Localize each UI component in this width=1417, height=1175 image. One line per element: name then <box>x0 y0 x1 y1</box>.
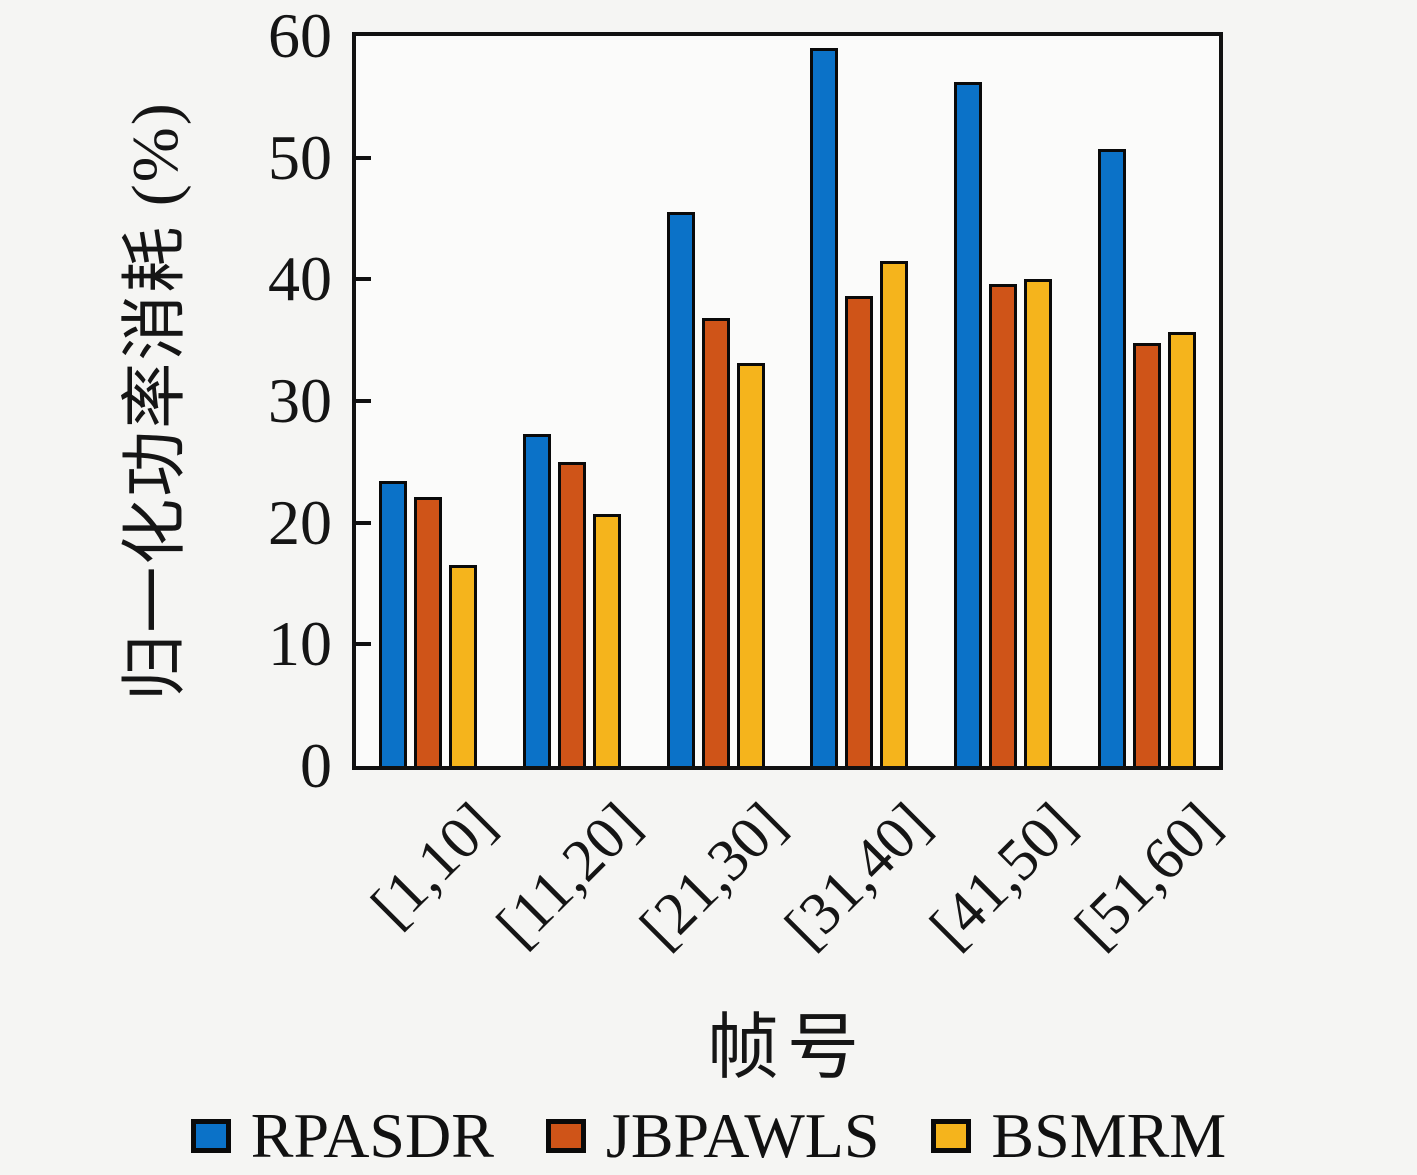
bar-bsmrm-[11,20] <box>592 514 621 766</box>
y-tick-label: 0 <box>300 730 332 801</box>
bar-rpasdr-[41,50] <box>954 82 983 766</box>
legend-label-jbpawls: JBPAWLS <box>605 1100 880 1171</box>
y-tick-mark <box>356 399 371 403</box>
legend-item-jbpawls: JBPAWLS <box>545 1100 880 1172</box>
y-tick-mark <box>356 642 371 647</box>
bar-bsmrm-[1,10] <box>448 565 477 766</box>
bar-group-[31,40] <box>787 36 931 766</box>
bar-group-[51,60] <box>1075 36 1219 766</box>
y-tick-label: 60 <box>268 0 332 71</box>
y-tick-mark <box>356 277 371 282</box>
y-tick-label: 20 <box>268 486 332 558</box>
bar-group-[1,10] <box>356 36 500 766</box>
bar-jbpawls-[21,30] <box>701 318 730 766</box>
bar-jbpawls-[11,20] <box>557 461 586 766</box>
bar-rpasdr-[21,30] <box>666 212 695 766</box>
y-tick-mark <box>356 520 371 525</box>
bar-bsmrm-[41,50] <box>1024 279 1053 766</box>
bar-rpasdr-[11,20] <box>522 433 551 766</box>
bar-bsmrm-[51,60] <box>1168 331 1197 766</box>
bar-jbpawls-[51,60] <box>1133 342 1162 766</box>
bar-jbpawls-[41,50] <box>989 284 1018 766</box>
legend-swatch-jbpawls <box>545 1119 586 1153</box>
plot-area <box>352 32 1223 770</box>
y-tick-mark <box>356 155 371 160</box>
bar-jbpawls-[1,10] <box>413 497 442 766</box>
legend-label-bsmrm: BSMRM <box>991 1100 1227 1171</box>
legend-label-rpasdr: RPASDR <box>250 1100 494 1171</box>
bar-rpasdr-[31,40] <box>810 48 839 766</box>
bar-jbpawls-[31,40] <box>845 296 874 766</box>
y-tick-label: 30 <box>268 365 332 436</box>
bar-rpasdr-[51,60] <box>1098 149 1127 766</box>
legend: RPASDR JBPAWLS BSMRM <box>0 1100 1417 1172</box>
legend-swatch-bsmrm <box>931 1119 972 1153</box>
x-axis-title: 帧号 <box>706 1008 868 1088</box>
legend-item-rpasdr: RPASDR <box>190 1100 494 1172</box>
bar-bsmrm-[21,30] <box>736 363 765 766</box>
bars-layer <box>356 36 1219 766</box>
bar-group-[21,30] <box>644 36 788 766</box>
legend-item-bsmrm: BSMRM <box>931 1100 1226 1172</box>
legend-swatch-rpasdr <box>190 1119 231 1153</box>
bar-bsmrm-[31,40] <box>880 261 909 766</box>
bar-group-[41,50] <box>931 36 1075 766</box>
y-tick-label: 40 <box>268 243 332 315</box>
bar-rpasdr-[1,10] <box>378 481 407 766</box>
y-tick-label: 10 <box>268 608 332 680</box>
y-tick-label: 50 <box>268 121 332 193</box>
bar-group-[11,20] <box>500 36 644 766</box>
